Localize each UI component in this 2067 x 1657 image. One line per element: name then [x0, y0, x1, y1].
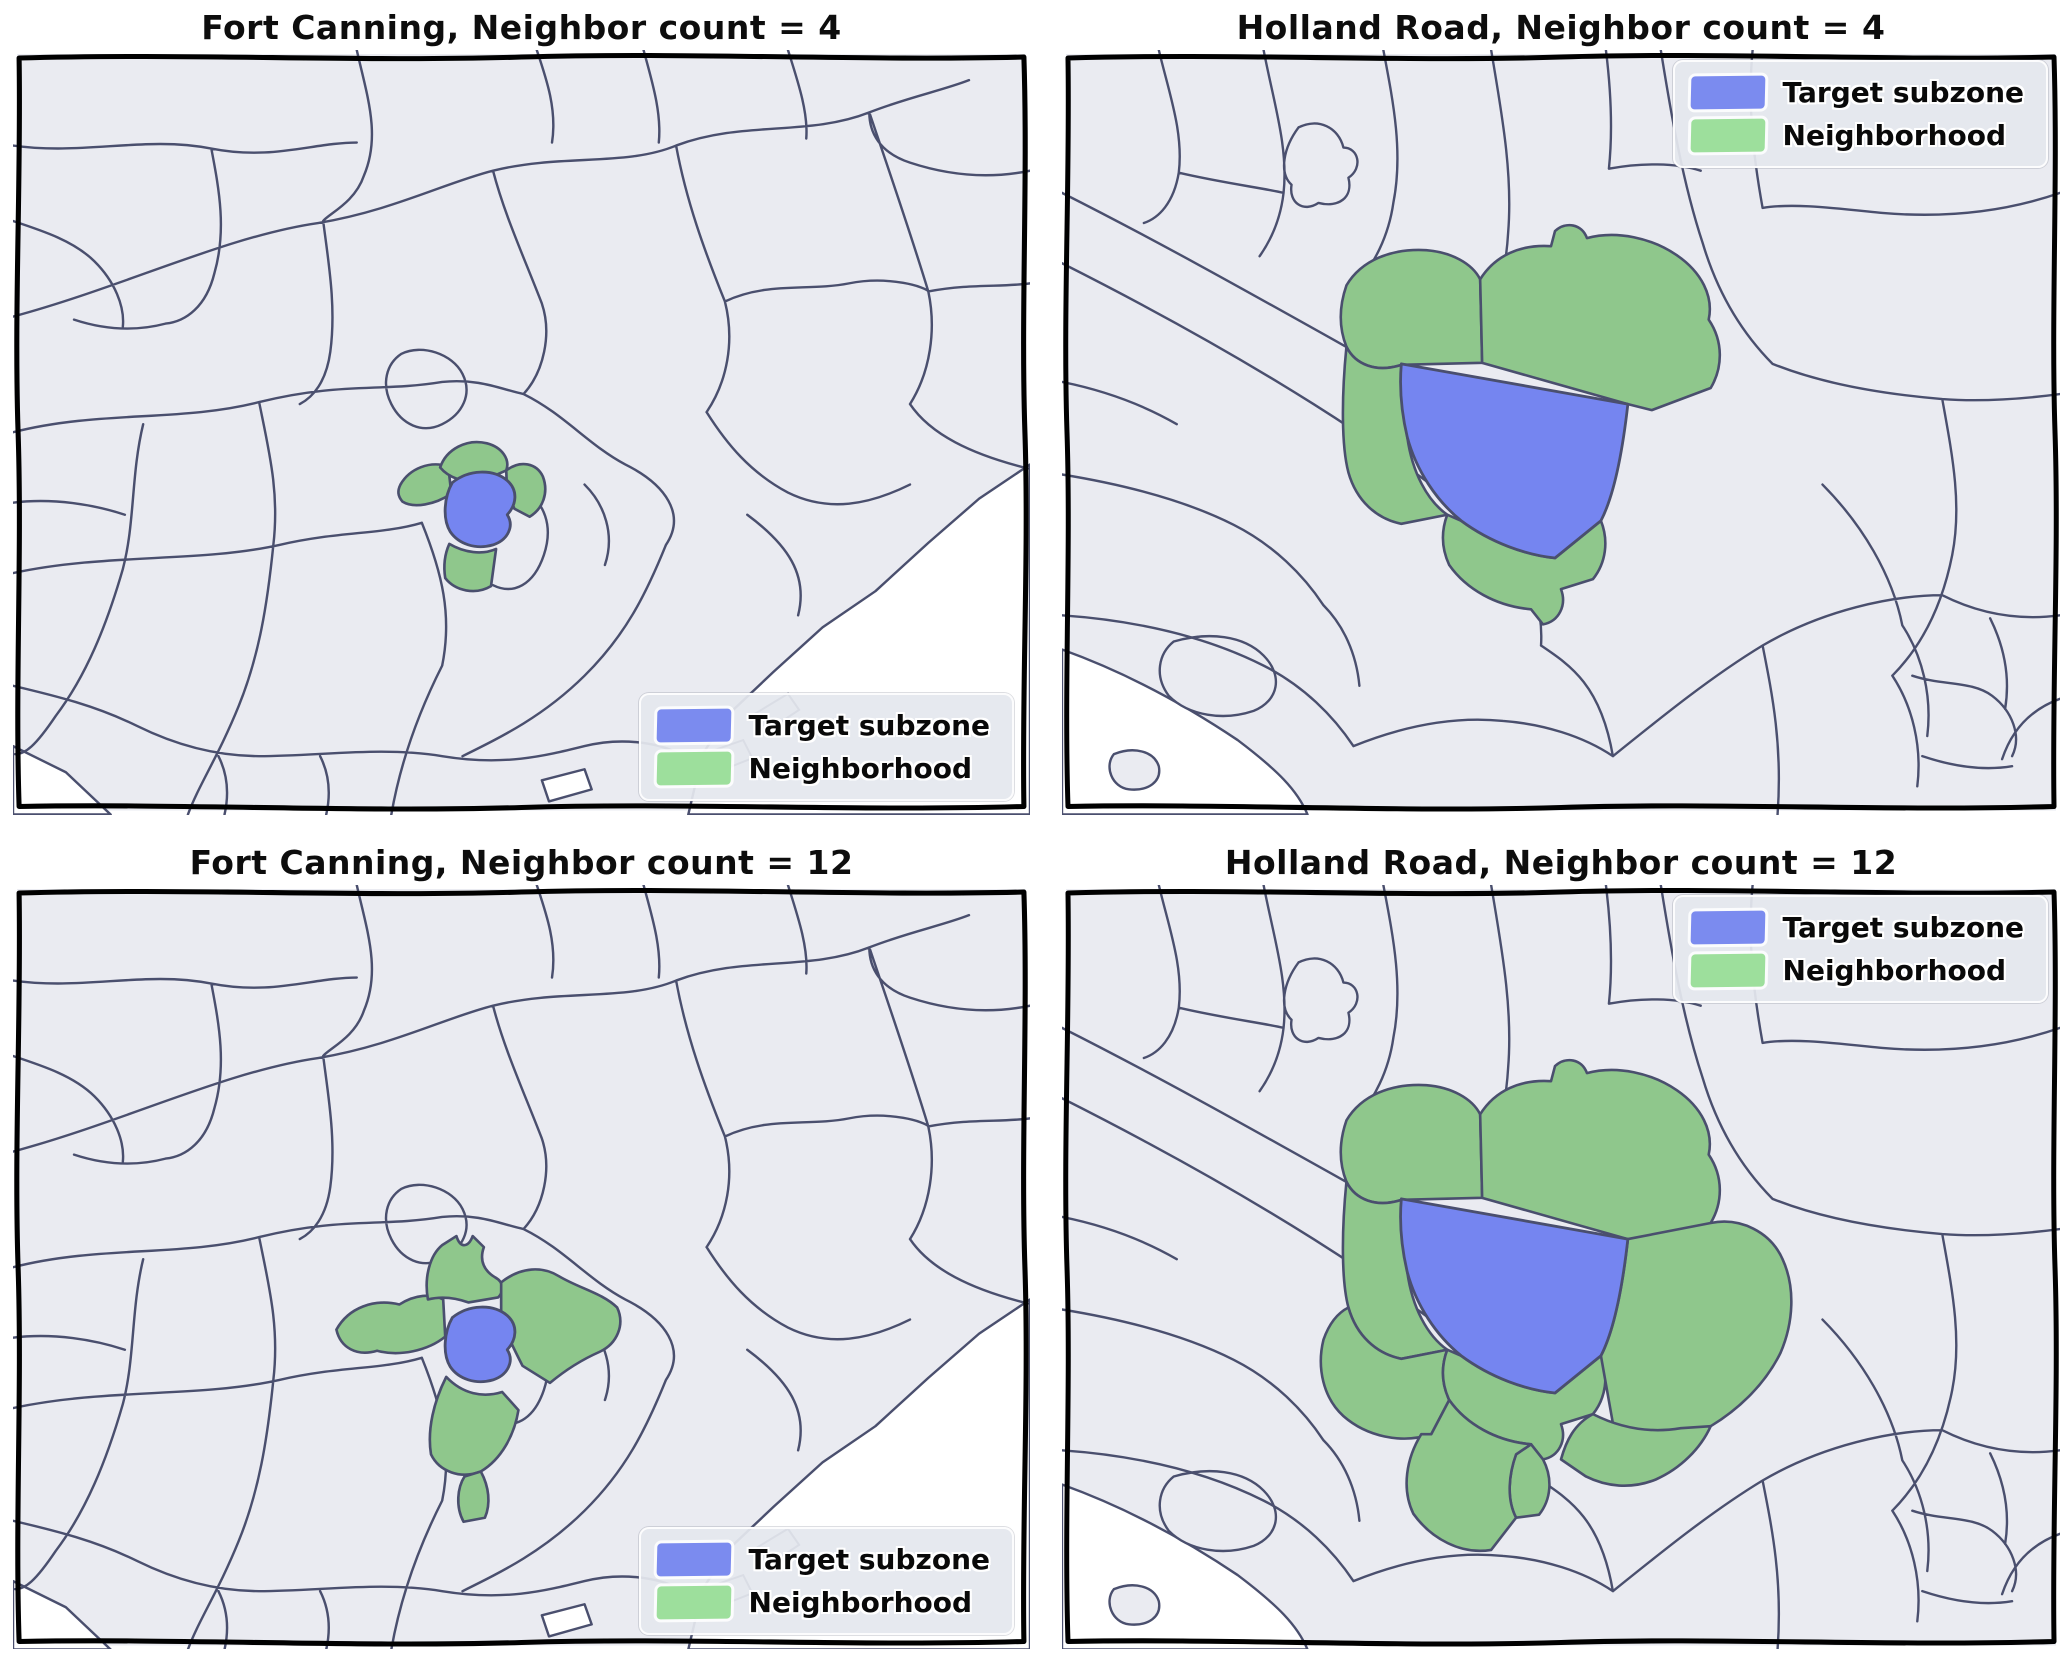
legend-row-target: Target subzone: [656, 1542, 990, 1577]
target-subzone-swatch: [656, 1542, 731, 1577]
neighborhood-swatch: [656, 1585, 731, 1620]
panel-title: Holland Road, Neighbor count = 12: [1224, 842, 1898, 882]
map-area: Target subzone Neighborhood: [1062, 884, 2060, 1649]
legend-label-target: Target subzone: [1782, 910, 2024, 944]
legend-row-neighborhood: Neighborhood: [656, 1585, 990, 1620]
legend-row-neighborhood: Neighborhood: [1690, 953, 2024, 987]
legend-label-target: Target subzone: [1782, 76, 2024, 109]
panel-fort-canning-4: Fort Canning, Neighbor count = 4 Target …: [13, 6, 1030, 815]
legend: Target subzone Neighborhood: [1672, 60, 2048, 168]
target-subzone-swatch: [1690, 910, 1765, 944]
legend-label-neighborhood: Neighborhood: [748, 751, 973, 785]
legend-label-neighborhood: Neighborhood: [748, 1586, 973, 1619]
legend-label-neighborhood: Neighborhood: [1782, 953, 2007, 987]
target-subzone-swatch: [656, 708, 731, 742]
legend: Target subzone Neighborhood: [1672, 894, 2048, 1003]
neighborhood-swatch: [656, 751, 731, 785]
legend-label-target: Target subzone: [748, 708, 990, 742]
legend-row-neighborhood: Neighborhood: [1690, 118, 2024, 153]
legend-row-target: Target subzone: [1690, 910, 2024, 944]
legend-label-neighborhood: Neighborhood: [1782, 119, 2007, 152]
neighborhood-swatch: [1690, 118, 1765, 153]
legend-row-target: Target subzone: [656, 708, 990, 742]
panel-title: Holland Road, Neighbor count = 4: [1236, 8, 1886, 47]
neighborhood-swatch: [1690, 953, 1765, 987]
panel-title: Fort Canning, Neighbor count = 4: [201, 8, 842, 47]
map-area: Target subzone Neighborhood: [1062, 50, 2060, 815]
legend-row-neighborhood: Neighborhood: [656, 751, 990, 785]
panel-holland-road-4: Holland Road, Neighbor count = 4 Target …: [1062, 6, 2060, 815]
panel-fort-canning-12: Fort Canning, Neighbor count = 12 Target…: [13, 841, 1030, 1649]
legend-label-target: Target subzone: [748, 1543, 990, 1576]
map-area: Target subzone Neighborhood: [13, 50, 1030, 815]
panel-title: Fort Canning, Neighbor count = 12: [189, 842, 854, 882]
legend-row-target: Target subzone: [1690, 75, 2024, 110]
map-area: Target subzone Neighborhood: [13, 884, 1030, 1649]
panel-holland-road-12: Holland Road, Neighbor count = 12 Target…: [1062, 841, 2060, 1649]
legend: Target subzone Neighborhood: [638, 1527, 1014, 1635]
target-subzone-swatch: [1690, 75, 1765, 110]
legend: Target subzone Neighborhood: [638, 692, 1014, 801]
